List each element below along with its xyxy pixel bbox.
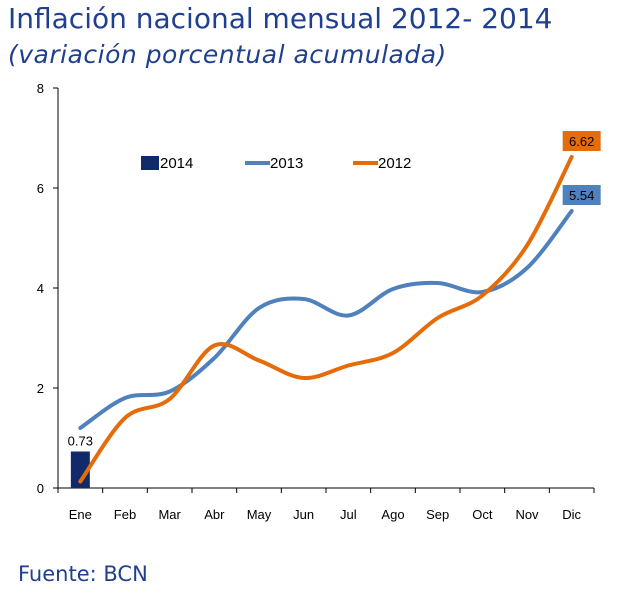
- legend-label-2013: 2013: [270, 155, 303, 172]
- x-tick-label-jun: Jun: [293, 507, 314, 522]
- data-label-2014: 0.73: [68, 434, 93, 449]
- x-tick-label-ago: Ago: [381, 507, 404, 522]
- y-tick-label: 8: [37, 81, 44, 96]
- x-tick-label-sep: Sep: [426, 507, 449, 522]
- x-tick-label-jul: Jul: [340, 507, 357, 522]
- chart-axes: [57, 88, 594, 489]
- y-tick-label: 6: [37, 181, 44, 196]
- x-tick-label-abr: Abr: [204, 507, 225, 522]
- series-line-2013: [78, 209, 574, 430]
- chart-legend: 2014 2013 2012: [141, 155, 411, 172]
- legend-label-2012: 2012: [378, 155, 411, 172]
- x-tick-label-feb: Feb: [114, 507, 136, 522]
- y-tick-label: 2: [37, 381, 44, 396]
- x-tick-label-nov: Nov: [515, 507, 539, 522]
- legend-swatch-2014: [141, 156, 159, 170]
- data-label-2012-dic: 6.62: [562, 131, 601, 151]
- data-labels: 0.73 6.62 5.54: [68, 131, 601, 449]
- x-tick-label-ene: Ene: [69, 507, 92, 522]
- data-label-2012-dic-text: 6.62: [569, 134, 594, 149]
- bar-2014-ene: [70, 451, 90, 488]
- chart-marks: [70, 155, 574, 488]
- source-note: Fuente: BCN: [18, 562, 148, 586]
- legend-item-2012: 2012: [353, 155, 411, 172]
- data-label-2012-dic-box: [562, 131, 601, 151]
- x-tick-label-mar: Mar: [158, 507, 181, 522]
- chart-title: Inflación nacional mensual 2012- 2014: [8, 2, 553, 35]
- x-tick-label-oct: Oct: [472, 507, 493, 522]
- legend-item-2013: 2013: [245, 155, 303, 172]
- data-label-2013-dic: 5.54: [562, 185, 601, 205]
- y-tick-label: 4: [37, 281, 44, 296]
- data-label-2013-dic-box: [562, 185, 601, 205]
- axis-ticks: 0 2 4 6 8 Ene Feb Mar Abr May Jun Jul Ago Sep Oct Nov Di…: [37, 81, 595, 522]
- y-tick-label: 0: [37, 481, 44, 496]
- x-tick-label-dic: Dic: [562, 507, 581, 522]
- legend-item-2014: 2014: [141, 155, 193, 172]
- chart-subtitle: (variación porcentual acumulada): [8, 40, 447, 69]
- legend-label-2014: 2014: [160, 155, 193, 172]
- series-line-2012: [78, 155, 574, 484]
- x-tick-label-may: May: [247, 507, 272, 522]
- data-label-2013-dic-text: 5.54: [569, 188, 594, 203]
